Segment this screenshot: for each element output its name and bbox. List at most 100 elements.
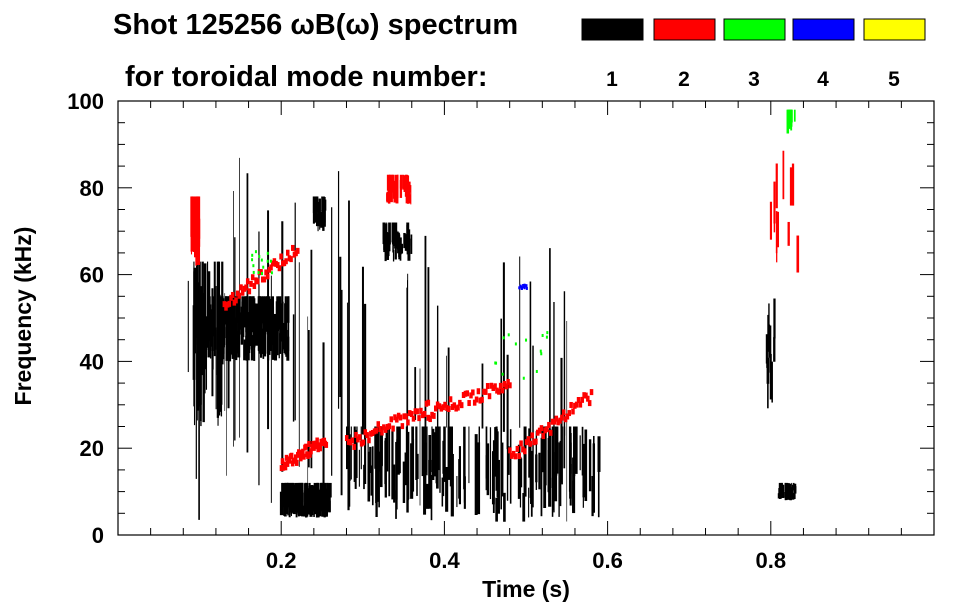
mode-2-chirp [393, 414, 397, 421]
y-tick-label: 60 [80, 263, 104, 288]
mode-2-chirp [535, 429, 540, 436]
mode-2-chirp [309, 448, 313, 455]
mode-2-blob-group [190, 196, 201, 266]
mode-2-chirp [255, 278, 260, 285]
mode-3-scatter [261, 272, 264, 276]
mode-2-chirp [301, 448, 305, 455]
mode-2-chirp [472, 399, 477, 406]
mode-2-chirp [554, 415, 559, 422]
mode-2-chirp [295, 459, 299, 466]
mode-2-chirp [395, 416, 399, 423]
mode-2-chirp [484, 388, 488, 395]
mode-2-chirp [485, 383, 490, 390]
x-axis-label: Time (s) [482, 576, 570, 602]
mode-4-scatter [525, 286, 528, 290]
mode-1-blob-group [777, 482, 797, 501]
mode-2-chirp [541, 433, 546, 440]
mode-4-scatter [525, 284, 528, 288]
mode-2-chirp [322, 437, 327, 444]
mode-2-chirp [383, 426, 388, 433]
mode-2-chirp [454, 405, 458, 412]
mode-2-chirp [413, 408, 418, 415]
mode-2-chirp [361, 439, 366, 446]
mode-2-chirp [400, 423, 405, 430]
chart-subtitle: for toroidal mode number: [125, 61, 488, 93]
mode-2-chirp-group [426, 378, 512, 423]
mode-2-chirp [262, 276, 267, 283]
mode-2-chirp [224, 304, 228, 311]
mode-2-chirp [560, 414, 564, 421]
mode-2-chirp [422, 410, 427, 417]
mode-2-chirp [565, 413, 570, 420]
mode-2-chirp [571, 408, 575, 415]
mode-2-chirp [264, 269, 268, 276]
mode-2-chirp [252, 283, 257, 290]
mode-2-chirp [511, 450, 516, 457]
mode-2-chirp [517, 453, 521, 460]
mode-2-chirp [539, 425, 544, 432]
mode-2-chirp [380, 429, 384, 436]
mode-3-scatter [541, 333, 544, 337]
mode-2-chirp [435, 401, 440, 408]
mode-2-chirp [445, 404, 449, 411]
chart-title: Shot 125256 ωB(ω) spectrum [113, 9, 518, 41]
mode-2-chirp [497, 388, 501, 395]
mode-2-chirp [402, 413, 406, 420]
mode-2-chirp [576, 397, 581, 404]
mode-2-chirp [378, 426, 382, 433]
mode-2-chirp [293, 454, 298, 461]
legend-swatch-4 [792, 18, 855, 41]
x-tick-label: 0.2 [266, 548, 297, 573]
mode-2-chirp [300, 452, 304, 459]
mode-2-chirp [480, 396, 484, 403]
mode-2-chirp [275, 262, 280, 269]
mode-2-chirp [465, 390, 470, 397]
mode-2-chirp [298, 450, 302, 457]
mode-2-chirp-group [279, 437, 329, 472]
mode-2-chirp [482, 388, 486, 395]
mode-2-chirp [356, 436, 360, 443]
mode-1-streak-group [765, 298, 776, 409]
mode-2-chirp [432, 412, 436, 419]
mode-2-chirp [406, 419, 410, 426]
mode-2-chirp-group [344, 399, 431, 450]
mode-2-chirp [567, 410, 572, 417]
mode-2-chirp [478, 397, 483, 404]
y-tick-label: 0 [92, 523, 104, 548]
mode-2-chirp [408, 410, 412, 417]
mode-4-scatter [520, 285, 523, 289]
mode-3-scatter [539, 349, 542, 353]
mode-2-chirp [537, 427, 542, 434]
mode-2-chirp [376, 421, 381, 428]
mode-2-chirp [249, 280, 253, 287]
mode-2-chirp [421, 412, 425, 419]
mode-2-chirp [495, 387, 499, 394]
mode-2-chirp [292, 457, 297, 464]
mode-2-chirp [357, 434, 362, 441]
mode-2-chirp [265, 273, 270, 280]
mode-1-band-group [207, 296, 290, 362]
mode-2-chirp [227, 300, 232, 307]
mode-2-chirp [352, 443, 356, 450]
mode-2-chirp [247, 288, 252, 295]
mode-1-blob-group [312, 196, 327, 232]
x-tick-label: 0.8 [756, 548, 787, 573]
mode-2-chirp [279, 253, 283, 260]
mode-2-chirp [461, 392, 466, 399]
mode-2-chirp [459, 402, 464, 409]
mode-2-chirp [587, 400, 592, 407]
mode-3-scatter [251, 253, 254, 257]
mode-2-chirp [308, 451, 312, 458]
mode-2-chirp [289, 452, 294, 459]
mode-2-chirp [396, 412, 401, 419]
mode-2-chirp [304, 443, 308, 450]
mode-4-scatter [522, 284, 525, 288]
mode-2-chirp [463, 390, 468, 397]
y-axis-label: Frequency (kHz) [10, 227, 36, 406]
mode-3-scatter [266, 259, 269, 263]
mode-2-chirp [428, 416, 432, 423]
mode-3-scatter [270, 271, 273, 275]
mode-2-chirp [318, 445, 322, 452]
mode-2-chirp [354, 431, 358, 438]
